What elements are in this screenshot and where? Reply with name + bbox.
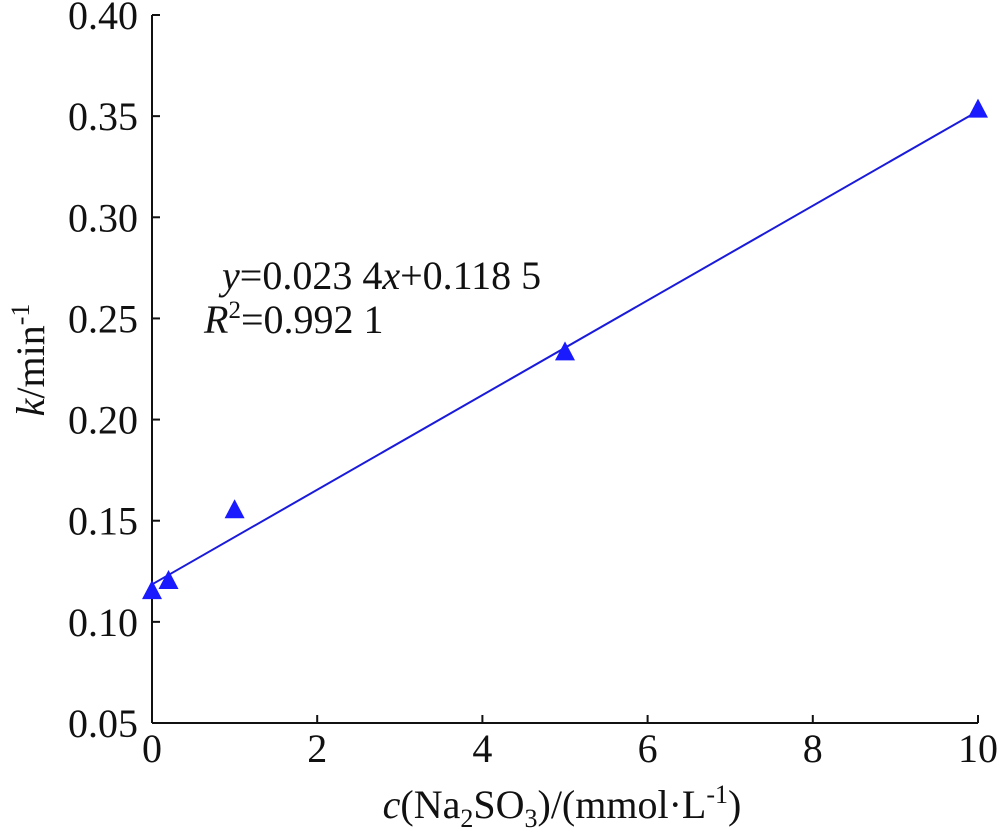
r-squared-annotation: R2=0.992 1: [203, 297, 384, 342]
y-tick-group: 0.05 0.10 0.15 0.20 0.25 0.30 0.35 0.40: [68, 0, 160, 746]
y-tick-label: 0.35: [68, 94, 138, 139]
y-tick-label: 0.40: [68, 0, 138, 38]
x-axis-title: c(Na2SO3)/(mmol·L-1): [383, 780, 742, 833]
data-point-triangle: [555, 341, 575, 361]
y-axis-title: k/min-1: [6, 304, 53, 417]
x-tick-label: 2: [307, 726, 327, 771]
data-point-triangle: [142, 580, 162, 600]
x-tick-group: 0 2 4 6 8 10: [142, 715, 998, 771]
data-point-triangle: [968, 98, 988, 118]
y-tick-label: 0.30: [68, 195, 138, 240]
y-tick-label: 0.25: [68, 296, 138, 341]
x-tick-label: 4: [472, 726, 492, 771]
data-point-triangle: [158, 570, 179, 589]
y-tick-label: 0.15: [68, 499, 138, 544]
x-tick-label: 6: [638, 726, 658, 771]
data-points: [142, 98, 988, 600]
axes: [151, 15, 978, 724]
y-tick-label: 0.05: [68, 701, 138, 746]
y-tick-label: 0.20: [68, 398, 138, 443]
x-tick-label: 0: [142, 726, 162, 771]
data-point-triangle: [224, 499, 245, 519]
x-tick-label: 8: [803, 726, 823, 771]
x-tick-label: 10: [958, 726, 998, 771]
y-tick-label: 0.10: [68, 600, 138, 645]
equation-annotation: y=0.023 4x+0.118 5: [218, 253, 541, 298]
